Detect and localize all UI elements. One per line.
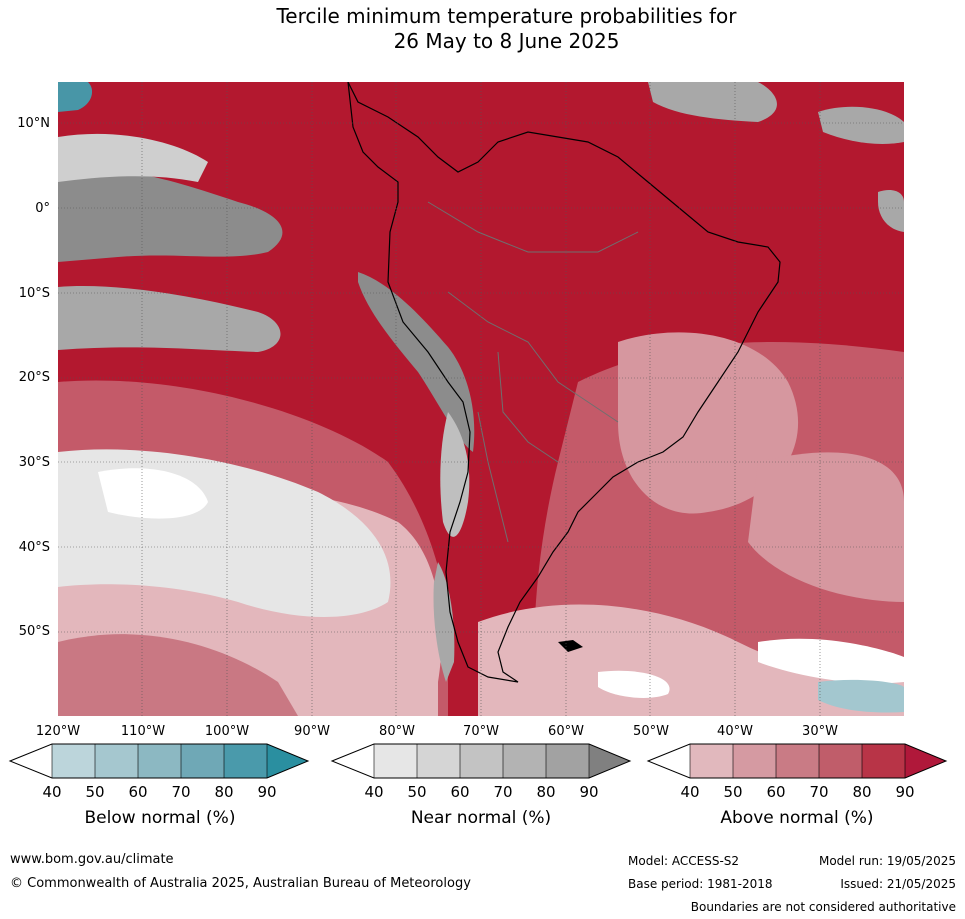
lon-label-40w: 40°W [717,724,753,739]
falklands [558,640,583,652]
lon-label-120w: 120°W [35,724,81,739]
lon-label-70w: 70°W [463,724,499,739]
cbar-near-dividers [373,744,590,778]
near-normal-north-atlantic [648,82,777,122]
cbar-near-seg-1 [374,744,417,778]
cbar-near-title: Near normal (%) [410,808,552,828]
map-gridlines [58,82,904,716]
cbar-above-tick-90: 90 [895,783,915,801]
cbar-below-title: Below normal (%) [84,808,236,828]
cbar-above-seg-2 [733,744,776,778]
cbar-above-tick-40: 40 [680,783,700,801]
low-prob-patch-sw [98,468,208,519]
cbar-above-tick-50: 50 [723,783,743,801]
cbar-above-tick-60: 60 [766,783,786,801]
near-normal-andes-light [440,412,470,537]
title-line-2: 26 May to 8 June 2025 [393,29,620,53]
cbar-below-tick-60: 60 [128,783,148,801]
cbar-below-seg-6 [267,744,308,778]
lon-label-60w: 60°W [548,724,584,739]
cbar-near-tick-70: 70 [493,783,513,801]
chart-title: Tercile minimum temperature probabilitie… [0,4,965,54]
below-normal-patch-se [818,679,904,713]
cbar-below-seg-1 [52,744,95,778]
lon-label-80w: 80°W [379,724,415,739]
cbar-above-seg-4 [819,744,862,778]
footer-base-period: Base period: 1981-2018 [628,877,773,891]
low-prob-patch-se [758,638,904,684]
cbar-above-seg-3 [776,744,819,778]
lat-label-20s: 20°S [18,370,50,385]
near-normal-atlantic-east [818,106,904,144]
cbar-near-seg-6 [589,744,630,778]
probability-map [58,82,904,716]
cbar-near-seg-3 [460,744,503,778]
lat-label-30s: 30°S [18,455,50,470]
lat-label-40s: 40°S [18,540,50,555]
cbar-near-seg-2 [417,744,460,778]
above-50-east [618,332,799,514]
footer-website-link[interactable]: www.bom.gov.au/climate [10,852,174,867]
map-svg [58,82,904,716]
cbar-below-tick-90: 90 [257,783,277,801]
cbar-near-tick-80: 80 [536,783,556,801]
lon-label-50w: 50°W [633,724,669,739]
footer-model-run: Model run: 19/05/2025 [818,854,956,868]
cbar-above-dividers [689,744,906,778]
colorbar-below-normal [8,743,310,779]
footer-copyright: © Commonwealth of Australia 2025, Austra… [10,876,471,891]
cbar-above-seg-5 [862,744,905,778]
lon-label-110w: 110°W [120,724,166,739]
cbar-near-tick-50: 50 [407,783,427,801]
lat-label-0: 0° [35,201,50,216]
cbar-above-title: Above normal (%) [720,808,874,828]
cbar-above-tick-70: 70 [809,783,829,801]
cbar-near-seg-4 [503,744,546,778]
lon-label-90w: 90°W [294,724,330,739]
above-50-se [748,452,904,602]
cbar-above-seg-0 [648,744,690,778]
footer-disclaimer: Boundaries are not considered authoritat… [690,900,956,914]
cbar-below-tick-50: 50 [85,783,105,801]
cbar-below-seg-3 [138,744,181,778]
lon-label-100w: 100°W [204,724,250,739]
lat-label-10s: 10°S [18,286,50,301]
near-normal-southern-andes [433,562,455,682]
below-normal-patch-nw [58,82,93,112]
near-normal-equator-east [878,190,904,232]
near-normal-equatorial-pacific [58,169,283,262]
footer-model: Model: ACCESS-S2 [628,854,740,868]
near-normal-andes [358,272,475,452]
cbar-below-seg-2 [95,744,138,778]
south-america-coastline [347,82,781,683]
cbar-near-tick-60: 60 [450,783,470,801]
lat-label-10n: 10°N [17,116,50,131]
cbar-below-dividers [51,744,268,778]
title-line-1: Tercile minimum temperature probabilitie… [276,4,737,28]
cbar-below-seg-0 [10,744,52,778]
country-borders [427,201,639,543]
colorbar-above-normal [646,743,948,779]
lat-label-50s: 50°S [18,624,50,639]
cbar-above-seg-6 [905,744,946,778]
lon-label-30w: 30°W [802,724,838,739]
cbar-below-tick-80: 80 [214,783,234,801]
cbar-above-seg-1 [690,744,733,778]
low-prob-patch-south [598,670,670,698]
footer-issued: Issued: 21/05/2025 [840,877,956,891]
near-normal-mid-pacific [58,286,281,352]
cbar-below-seg-5 [224,744,267,778]
cbar-near-seg-0 [332,744,374,778]
cbar-near-tick-40: 40 [364,783,384,801]
cbar-below-tick-70: 70 [171,783,191,801]
above-60-sw [58,634,298,716]
near-normal-light-pacific [58,133,208,182]
above-40-south [478,604,904,716]
cbar-below-seg-4 [181,744,224,778]
cbar-near-tick-90: 90 [579,783,599,801]
cbar-above-tick-80: 80 [852,783,872,801]
colorbar-near-normal [330,743,632,779]
cbar-near-seg-5 [546,744,589,778]
cbar-below-tick-40: 40 [42,783,62,801]
